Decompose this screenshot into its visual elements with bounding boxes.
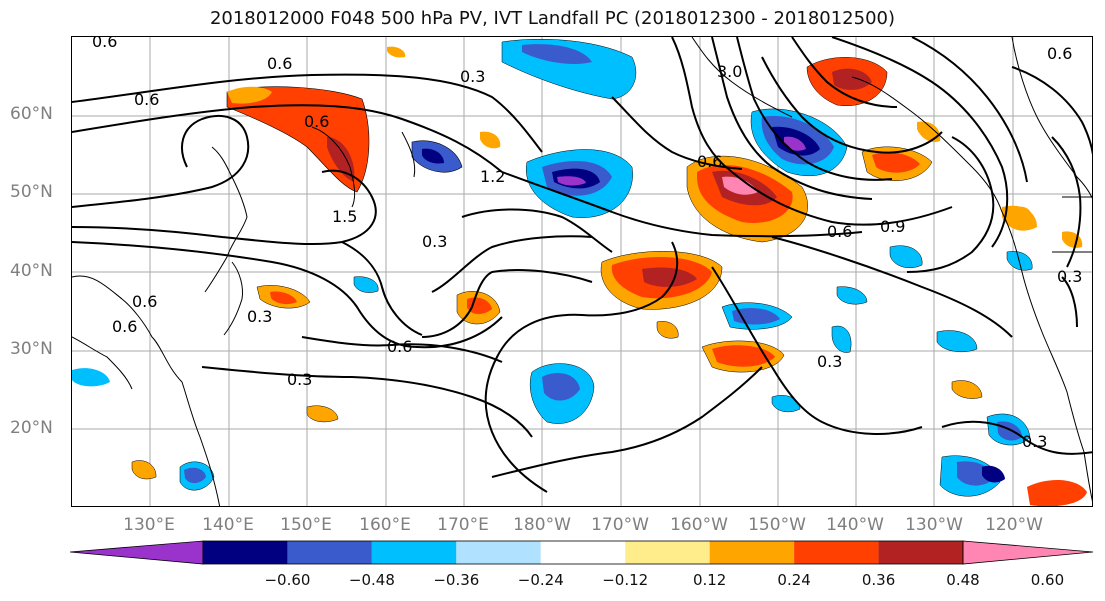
lon-label: 130°W xyxy=(905,515,963,535)
lat-label-40n: 40°N xyxy=(10,261,53,281)
colorbar-tick-label: −0.60 xyxy=(264,571,311,589)
contour-label: 0.6 xyxy=(132,292,157,311)
colorbar-segment xyxy=(540,541,626,564)
map-canvas: 0.6 0.6 0.6 0.3 3.0 0.6 1.2 1.5 0.3 0.6 … xyxy=(72,37,1092,506)
lon-label: 150°E xyxy=(280,515,332,535)
colorbar-segment xyxy=(709,541,795,564)
lon-label: 170°E xyxy=(437,515,489,535)
colorbar-extend-high xyxy=(962,540,1094,565)
colorbar-tick-label: −0.24 xyxy=(517,571,564,589)
lon-label: 180°W xyxy=(513,515,571,535)
graticule xyxy=(72,37,1092,506)
lon-label: 120°W xyxy=(985,515,1043,535)
map-title: 2018012000 F048 500 hPa PV, IVT Landfall… xyxy=(209,8,896,29)
lon-label: 160°W xyxy=(670,515,728,535)
lat-label-50n: 50°N xyxy=(10,182,53,202)
contour-label: 0.3 xyxy=(422,232,447,251)
contour-label: 0.6 xyxy=(134,90,159,109)
colorbar-outline xyxy=(202,540,964,565)
lon-label: 160°E xyxy=(359,515,411,535)
lat-label-60n: 60°N xyxy=(10,104,53,124)
colorbar-tick-label: 0.48 xyxy=(946,571,980,589)
contour-label: 0.3 xyxy=(1022,432,1047,451)
contour-label: 0.3 xyxy=(247,307,272,326)
contour-label: 1.5 xyxy=(332,207,357,226)
coastlines xyxy=(72,37,1092,506)
contour-label: 0.6 xyxy=(304,112,329,131)
colorbar-tick-label: −0.12 xyxy=(602,571,649,589)
contour-label: 0.6 xyxy=(112,317,137,336)
colorbar-segment xyxy=(625,541,710,564)
lon-label: 140°E xyxy=(202,515,254,535)
contour-label: 0.3 xyxy=(1057,267,1082,286)
lon-label: 170°W xyxy=(591,515,649,535)
colorbar-tick-label: 0.60 xyxy=(1030,571,1065,589)
colorbar-segment xyxy=(878,541,963,564)
colorbar-segment xyxy=(371,541,457,564)
colorbar-segment xyxy=(456,541,541,564)
contour-label: 0.6 xyxy=(92,37,117,51)
colorbar-tick-label: 0.36 xyxy=(861,571,896,589)
colorbar-tick-label: −0.48 xyxy=(348,571,395,589)
colorbar-segment xyxy=(287,541,372,564)
pv-contours xyxy=(72,37,1092,493)
lon-label: 140°W xyxy=(826,515,884,535)
contour-label: 0.3 xyxy=(460,67,485,86)
contour-label: 0.3 xyxy=(817,352,842,371)
contour-labels: 0.6 0.6 0.6 0.3 3.0 0.6 1.2 1.5 0.3 0.6 … xyxy=(92,37,1082,451)
contour-label: 1.2 xyxy=(480,167,505,186)
contour-label: 0.6 xyxy=(387,337,412,356)
contour-label: 0.9 xyxy=(880,217,905,236)
contour-label: 0.6 xyxy=(267,54,292,73)
colorbar-segment xyxy=(794,541,879,564)
lon-label: 150°W xyxy=(748,515,806,535)
colorbar xyxy=(70,540,1094,565)
lon-label: 130°E xyxy=(123,515,175,535)
contour-label: 0.3 xyxy=(287,370,312,389)
map-panel: 0.6 0.6 0.6 0.3 3.0 0.6 1.2 1.5 0.3 0.6 … xyxy=(71,36,1093,507)
colorbar-segment xyxy=(203,541,288,564)
colorbar-segments xyxy=(70,540,1094,565)
colorbar-tick-label: 0.12 xyxy=(692,571,727,589)
contour-label: 0.6 xyxy=(827,222,852,241)
contour-label: 0.6 xyxy=(697,152,722,171)
lat-label-20n: 20°N xyxy=(10,418,53,438)
colorbar-tick-label: −0.36 xyxy=(433,571,480,589)
pv-anomaly-shading xyxy=(72,38,1087,506)
contour-label: 3.0 xyxy=(717,62,742,81)
colorbar-extend-low xyxy=(70,540,204,565)
lat-label-30n: 30°N xyxy=(10,339,53,359)
contour-label: 0.6 xyxy=(1047,44,1072,63)
colorbar-tick-label: 0.24 xyxy=(777,571,811,589)
